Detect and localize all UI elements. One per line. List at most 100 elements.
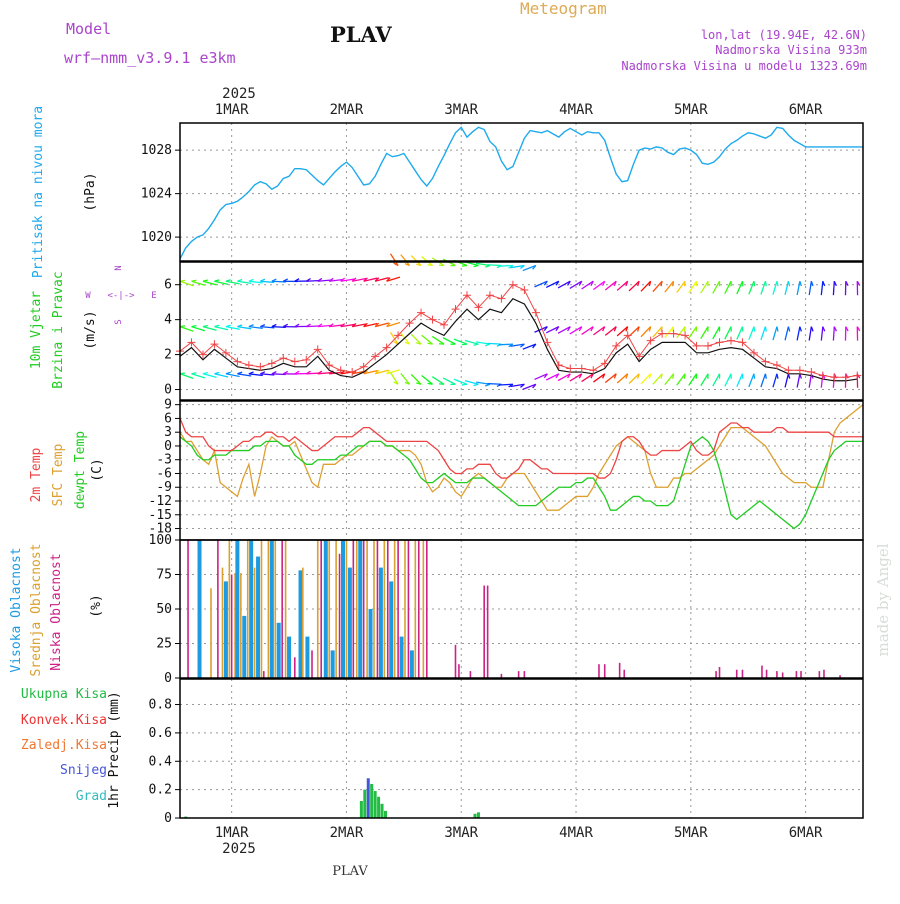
wind-arrow-head <box>214 372 219 373</box>
cloud-bar-low <box>719 667 721 678</box>
wind-direction-arrow <box>725 374 731 387</box>
wind-direction-arrow <box>725 327 731 340</box>
wind-direction-arrow <box>629 281 639 291</box>
cloud-bar-mid <box>268 540 270 678</box>
wind-arrow-head <box>800 327 801 332</box>
wind-arrow-head <box>754 281 755 286</box>
compass-north: N <box>114 265 124 270</box>
y-tick-label: 75 <box>156 568 172 583</box>
wind-direction-arrow <box>701 327 708 339</box>
wind-arrow-head <box>474 265 479 266</box>
y-tick-label: 0 <box>164 383 172 398</box>
cloud-bar-high <box>379 568 383 678</box>
wind-direction-arrow <box>797 374 800 388</box>
wind-arrow-head <box>474 344 479 345</box>
cloud-bar-high <box>287 637 291 678</box>
wind-direction-arrow <box>797 281 800 295</box>
wind-direction-arrow <box>180 327 193 332</box>
wind-direction-arrow <box>821 281 823 295</box>
wind-direction-arrow <box>454 379 467 384</box>
coords-label: lon,lat (19.94E, 42.6N) <box>701 28 867 42</box>
wind-arrow-head <box>485 265 490 267</box>
wind-direction-arrow <box>180 374 193 379</box>
y-tick-label: 0 <box>164 811 172 826</box>
wind-arrow-head <box>673 374 674 379</box>
wind-gust-marker <box>704 342 712 350</box>
pressure-series-line <box>180 127 863 258</box>
wind-arrow-head <box>673 281 674 286</box>
wind-direction-arrow <box>785 327 788 341</box>
wind-gust-marker <box>555 361 563 369</box>
cloud-bar-low <box>487 586 489 678</box>
day-label-bottom: 5MAR <box>674 825 708 841</box>
wind-gust-marker <box>543 338 551 346</box>
wind-direction-arrow <box>665 281 674 292</box>
wind-arrow-head <box>788 327 789 332</box>
cloud-bar-high <box>277 623 281 678</box>
y-tick-label: 0.2 <box>149 783 172 798</box>
wind-direction-arrow <box>677 327 685 338</box>
cloud-bar-low <box>524 671 526 678</box>
cloud-bar-high <box>410 650 414 678</box>
precip-bar-total <box>363 790 366 818</box>
wind-direction-arrow <box>773 281 777 294</box>
wind-direction-arrow <box>411 374 421 384</box>
y-tick-label: 0 <box>164 671 172 686</box>
day-label-bottom: 2MAR <box>330 825 364 841</box>
cloud-bar-high <box>249 540 253 678</box>
cloud-bar-low <box>397 540 399 678</box>
wind-arrow-head <box>249 279 254 281</box>
mid-cloud-axis-title: Srednja Oblacnost <box>29 543 44 676</box>
panel-frame-precip <box>180 679 863 818</box>
wind-direction-arrow <box>737 281 743 294</box>
wind-gust-marker <box>796 366 804 374</box>
cloud-bar-low <box>231 575 233 679</box>
wind-direction-arrow <box>443 338 455 344</box>
y-tick-label: 4 <box>164 313 172 328</box>
cloud-bar-mid <box>423 540 425 678</box>
wind-direction-arrow <box>773 374 777 387</box>
wind-direction-arrow <box>641 327 651 337</box>
wind-direction-arrow <box>653 281 662 292</box>
day-label-bottom: 1MAR <box>215 825 249 841</box>
cloud-bar-low <box>766 670 768 678</box>
precip-legend-item: Ukupna Kisa <box>21 687 107 702</box>
wind-arrow-head <box>214 325 219 326</box>
wind-gust-line <box>180 285 857 378</box>
panel-frame-wind <box>180 262 863 400</box>
wind-arrow-head <box>823 327 825 332</box>
y-tick-label: 2 <box>164 348 172 363</box>
wind-arrow-head <box>191 280 196 281</box>
precip-bar-total <box>384 811 387 818</box>
wind-arrow-head <box>684 374 685 379</box>
y-tick-label: 0.4 <box>149 754 173 769</box>
cloud-bar-mid <box>240 573 242 678</box>
wind-direction-arrow <box>641 281 651 291</box>
y-tick-label: 3 <box>164 425 172 440</box>
cloud-bar-low <box>619 663 621 678</box>
wind-direction-arrow <box>737 374 743 387</box>
cloud-bar-mid <box>302 568 304 678</box>
day-label-bottom: 4MAR <box>559 825 593 841</box>
sfc-temp-axis-title: SFC Temp <box>51 444 66 507</box>
wind-arrow-head <box>788 374 789 379</box>
precip-bar-snow <box>367 778 370 818</box>
y-tick-label: 0.6 <box>149 726 172 741</box>
wind-direction-arrow <box>821 327 823 341</box>
wind-direction-arrow <box>713 374 720 386</box>
cloud-bar-low <box>736 670 738 678</box>
y-tick-label: -3 <box>156 453 172 468</box>
day-label-top: 2MAR <box>330 102 364 118</box>
y-tick-label: 6 <box>164 278 172 293</box>
y-tick-label: 0 <box>164 439 172 454</box>
y-tick-label: -6 <box>156 466 172 481</box>
product-title: Meteogram <box>520 0 607 18</box>
model-elevation-label: Nadmorska Visina u modelu 1323.69m <box>621 59 867 73</box>
cloud-bar-low <box>782 672 784 678</box>
wind-direction-arrow <box>629 327 639 337</box>
wind-direction-arrow <box>749 281 754 294</box>
wind-arrow-head <box>203 280 208 281</box>
precip-bar-total <box>381 804 384 818</box>
wind-direction-arrow <box>432 336 444 344</box>
